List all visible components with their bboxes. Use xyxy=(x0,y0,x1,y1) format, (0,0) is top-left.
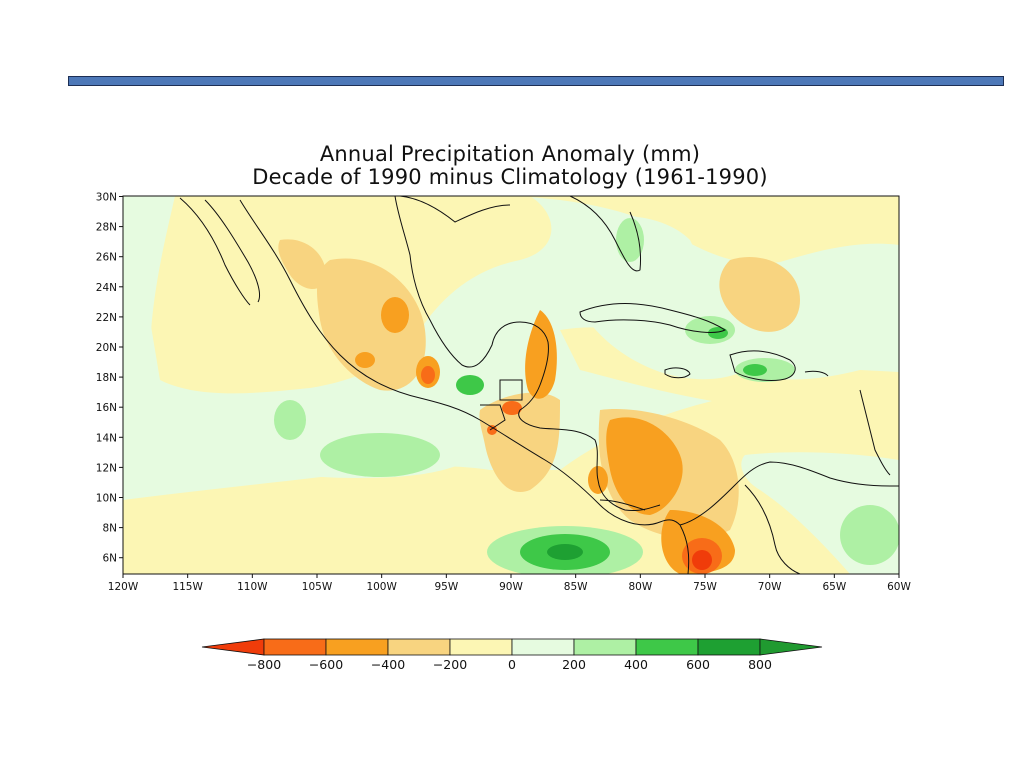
lat-tick-label: 6N xyxy=(102,553,117,565)
colorbar-label: 200 xyxy=(562,657,586,672)
lat-tick-label: 16N xyxy=(96,402,117,414)
lon-tick-label: 110W xyxy=(237,581,268,593)
anomaly-green-pacific-a xyxy=(274,400,306,440)
chart-title: Annual Precipitation Anomaly (mm) Decade… xyxy=(120,143,900,189)
coast-texas xyxy=(399,196,511,223)
colorbar: −800 −600 −400 −200 0 200 400 600 800 xyxy=(201,638,823,672)
anomaly-negative-honduras xyxy=(479,392,560,492)
lon-tick-label: 115W xyxy=(172,581,203,593)
anomaly-green-hispaniola-core xyxy=(743,364,767,376)
colorbar-label: −600 xyxy=(309,657,343,672)
anomaly-green-cuba-core xyxy=(708,327,728,339)
anomaly-green-guatemala xyxy=(456,375,484,395)
anomaly-green-pacific-b xyxy=(320,433,440,477)
colorbar-label: −400 xyxy=(371,657,405,672)
lat-tick-label: 24N xyxy=(96,282,117,294)
anomaly-orange-yucatan xyxy=(525,310,557,399)
anomaly-orange-nicaragua xyxy=(606,417,683,515)
lat-tick-label: 20N xyxy=(96,342,117,354)
anomaly-negative-baja xyxy=(278,239,326,290)
colorbar-segment xyxy=(573,638,637,656)
anomaly-strongest-green xyxy=(547,544,583,560)
title-line-2: Decade of 1990 minus Climatology (1961-1… xyxy=(252,165,768,189)
anomaly-lightgreen-pacific xyxy=(123,196,175,480)
anomaly-red-belize xyxy=(502,401,522,415)
colorbar-label: 400 xyxy=(624,657,648,672)
coast-florida xyxy=(569,196,641,272)
lon-tick-label: 75W xyxy=(693,581,717,593)
anomaly-deepred-colombia xyxy=(692,550,712,570)
coast-south-america-north xyxy=(679,461,899,526)
latitude-axis: 30N 28N 26N 24N 22N 20N 18N 16N 14N 12N 10N 8N 6N xyxy=(96,192,123,565)
lon-tick-label: 100W xyxy=(366,581,397,593)
coast-jamaica xyxy=(664,367,691,379)
lon-tick-label: 60W xyxy=(887,581,911,593)
anomaly-green-east xyxy=(840,505,899,565)
lat-tick-label: 14N xyxy=(96,432,117,444)
border-belize-box xyxy=(499,379,523,401)
lat-tick-label: 22N xyxy=(96,312,117,324)
colorbar-label: 0 xyxy=(508,657,516,672)
border-guatemala xyxy=(480,404,506,431)
coast-lesser-antilles xyxy=(859,389,891,476)
anomaly-field xyxy=(123,196,899,574)
coast-puerto-rico xyxy=(804,370,829,377)
anomaly-red-oaxaca xyxy=(421,366,435,384)
colorbar-right-arrow xyxy=(759,638,823,656)
anomaly-orange-central-mexico xyxy=(381,297,409,333)
colorbar-label: −800 xyxy=(247,657,281,672)
lon-tick-label: 105W xyxy=(302,581,333,593)
coast-baja-east xyxy=(204,199,261,303)
anomaly-green-florida xyxy=(616,218,644,262)
colorbar-segment xyxy=(387,638,451,656)
lat-tick-label: 12N xyxy=(96,462,117,474)
coast-baja-west xyxy=(179,197,251,306)
title-line-1: Annual Precipitation Anomaly (mm) xyxy=(319,142,701,166)
colorbar-segment xyxy=(325,638,389,656)
lon-tick-label: 120W xyxy=(108,581,139,593)
anomaly-pale-gulf xyxy=(520,196,899,264)
coast-pacific-mainland xyxy=(239,199,681,526)
lon-tick-label: 90W xyxy=(499,581,523,593)
colorbar-label: −200 xyxy=(433,657,467,672)
colorbar-segment xyxy=(449,638,513,656)
lon-tick-label: 85W xyxy=(564,581,588,593)
colorbar-segment xyxy=(263,638,327,656)
colorbar-segment xyxy=(697,638,761,656)
coast-hispaniola xyxy=(729,350,796,381)
lat-tick-label: 28N xyxy=(96,222,117,234)
anomaly-light-atlantic xyxy=(719,256,800,332)
coast-colombia-pacific xyxy=(679,524,690,574)
lon-tick-label: 70W xyxy=(758,581,782,593)
lat-tick-label: 18N xyxy=(96,372,117,384)
lon-tick-label: 65W xyxy=(822,581,846,593)
lat-tick-label: 10N xyxy=(96,493,117,505)
lon-tick-label: 80W xyxy=(628,581,652,593)
lon-tick-label: 95W xyxy=(434,581,458,593)
lat-tick-label: 30N xyxy=(96,192,117,204)
lat-tick-label: 8N xyxy=(102,523,117,535)
colorbar-label: 800 xyxy=(748,657,772,672)
coast-cuba xyxy=(579,303,726,333)
border-panama xyxy=(599,499,646,511)
header-rule xyxy=(68,76,1004,86)
coastlines xyxy=(179,196,899,574)
anomaly-orange-mexico-b xyxy=(355,352,375,368)
longitude-axis: 120W 115W 110W 105W 100W 95W 90W 85W 80W 75W 70W 65… xyxy=(108,574,911,593)
lat-tick-label: 26N xyxy=(96,252,117,264)
anomaly-negative-mexico xyxy=(317,258,426,391)
coast-gulf-caribbean xyxy=(394,196,661,511)
colorbar-left-arrow xyxy=(201,638,265,656)
border-venezuela xyxy=(744,484,801,574)
colorbar-label: 600 xyxy=(686,657,710,672)
colorbar-segment xyxy=(635,638,699,656)
colorbar-segment xyxy=(511,638,575,656)
